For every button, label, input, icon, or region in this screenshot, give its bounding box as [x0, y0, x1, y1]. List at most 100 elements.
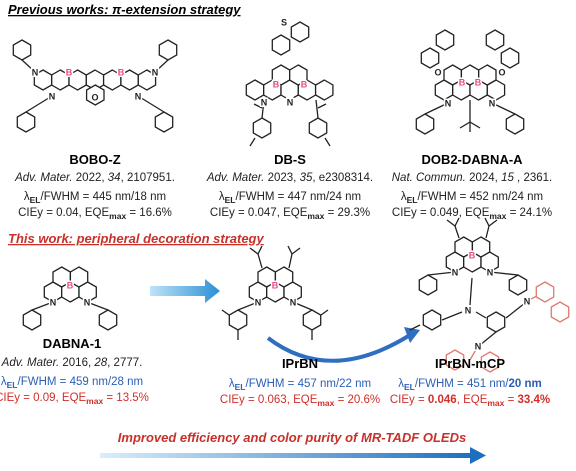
efficiency-part: = 13.5% [103, 392, 149, 404]
bond [237, 301, 259, 311]
efficiency: CIEy = 0.04, EQEmax = 16.6% [18, 207, 172, 221]
bond [221, 309, 230, 316]
emission: λEL/FWHM = 445 nm/18 nm [24, 191, 166, 205]
atom-label: O [434, 68, 441, 78]
bond [137, 95, 165, 113]
atom-label: N [290, 298, 297, 308]
footer: Improved efficiency and color purity of … [118, 430, 466, 445]
citation-part: 2022, [73, 172, 108, 184]
ring [22, 309, 42, 331]
efficiency-part: = 24.1% [506, 207, 552, 219]
compound-name: DOB2-DABNA-A [421, 152, 523, 167]
arrow-head [404, 327, 420, 343]
bond [261, 99, 265, 119]
atom-label: N [261, 98, 268, 108]
atom-label: N [524, 297, 531, 307]
atom-label: B [469, 251, 476, 261]
emission: λEL/FWHM = 451 nm/20 nm [398, 378, 542, 392]
emission-part: 20 nm [509, 378, 542, 390]
atom-label: O [498, 68, 505, 78]
heading: Previous works: π-extension strategy [8, 2, 241, 17]
bond [441, 311, 463, 321]
efficiency: CIEy = 0.046, EQEmax = 33.4% [390, 394, 550, 408]
bond [454, 217, 460, 227]
ring [445, 349, 465, 371]
bond [485, 225, 490, 239]
citation: Adv. Mater. 2023, 35, e2308314. [206, 172, 373, 184]
atom-label: O [91, 93, 98, 103]
citation-part: 28 [93, 357, 107, 369]
ring [415, 113, 435, 135]
ring [505, 113, 525, 135]
bond [427, 271, 456, 276]
bond [446, 219, 456, 227]
emission-part: λ [398, 378, 404, 390]
bond [257, 245, 263, 255]
compound-name: DABNA-1 [43, 336, 102, 351]
atom-label: N [32, 68, 39, 78]
footer-arrow [100, 453, 472, 458]
emission-part: λ [219, 191, 225, 203]
bond [287, 245, 293, 255]
citation: Adv. Mater. 2022, 34, 2107951. [14, 172, 175, 184]
ring [85, 84, 105, 106]
ring [302, 309, 322, 331]
atom-label: N [135, 92, 142, 102]
citation-part: 15 [501, 172, 514, 184]
citation-part: 2024, [466, 172, 501, 184]
bond [505, 302, 526, 319]
citation-part: Adv. Mater. [1, 357, 60, 369]
bond [317, 103, 327, 109]
emission: λEL/FWHM = 457 nm/22 nm [229, 378, 371, 392]
emission-part: λ [1, 376, 7, 388]
arrow-head [470, 447, 486, 464]
bond [288, 253, 293, 269]
efficiency-part: CIEy = 0.049, EQE [392, 207, 490, 219]
emission: λEL/FWHM = 459 nm/28 nm [1, 376, 143, 390]
emission-part: λ [229, 378, 235, 390]
citation: Adv. Mater. 2016, 28, 2777. [1, 357, 143, 369]
atom-label: N [487, 268, 494, 278]
atom-label: S [281, 18, 287, 28]
bond [292, 301, 313, 311]
bond [489, 271, 519, 276]
efficiency-part: , EQE [457, 394, 488, 406]
ring [420, 47, 440, 69]
atom-label: B [66, 68, 73, 78]
efficiency-part: CIEy = 0.047, EQE [210, 207, 308, 219]
ring [137, 69, 157, 91]
citation-part: Adv. Mater. [206, 172, 265, 184]
bond [324, 137, 331, 147]
ring [228, 309, 248, 331]
bond [488, 219, 498, 227]
ring [435, 29, 455, 51]
citation-part: , e2308314. [312, 172, 373, 184]
efficiency-part: CIEy = [390, 394, 428, 406]
emission-part: EL [404, 382, 415, 392]
emission-part: λ [401, 191, 407, 203]
bond [257, 253, 263, 269]
ring [480, 351, 500, 373]
citation-part: , 2777. [107, 357, 142, 369]
atom-label: N [445, 99, 452, 109]
emission: λEL/FWHM = 452 nm/24 nm [401, 191, 543, 205]
ring [98, 309, 118, 331]
bond [454, 225, 460, 239]
ring [289, 64, 308, 86]
citation: Nat. Commun. 2024, 15 , 2361. [392, 172, 552, 184]
efficiency-part: CIEy = 0.063, EQE [220, 394, 318, 406]
ring [158, 39, 178, 61]
emission-part: /FWHM = 457 nm/22 nm [246, 378, 372, 390]
bond [459, 121, 471, 129]
bond [484, 217, 490, 227]
ring [422, 309, 442, 331]
atom-label: N [452, 268, 459, 278]
bond [25, 95, 53, 113]
emission: λEL/FWHM = 447 nm/24 nm [219, 191, 361, 205]
efficiency-part: CIEy = 0.09, EQE [0, 392, 87, 404]
ring [471, 236, 491, 258]
efficiency-part: = 20.6% [334, 394, 380, 406]
citation-part: 2023, [264, 172, 299, 184]
bond [249, 247, 259, 255]
